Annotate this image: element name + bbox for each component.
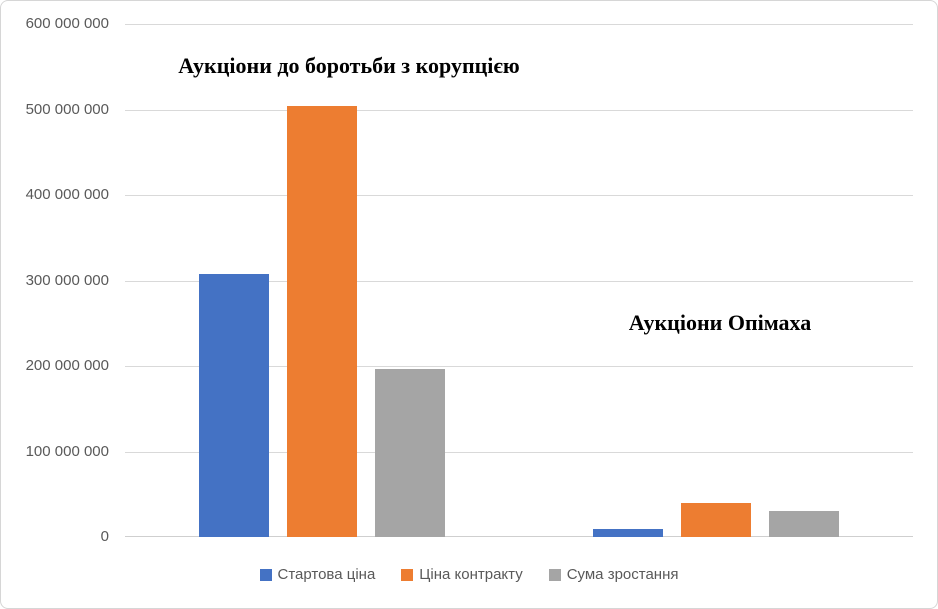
bar-series1-category2	[593, 529, 663, 537]
gridline-300000000	[125, 281, 913, 282]
annotation-title-2: Аукціони Опімаха	[628, 310, 812, 335]
y-tick-label: 500 000 000	[25, 101, 109, 118]
legend-label: Ціна контракту	[419, 566, 523, 583]
gridline-200000000	[125, 366, 913, 367]
legend-swatch-icon	[259, 568, 272, 581]
y-tick-label: 200 000 000	[25, 357, 109, 374]
bar-series3-category2	[769, 511, 839, 537]
legend: Стартова ціна Ціна контракту Сума зростанн…	[1, 566, 937, 583]
bar-series1-category1	[199, 274, 269, 537]
legend-swatch-icon	[401, 568, 414, 581]
gridline-100000000	[125, 452, 913, 453]
gridline-0	[125, 536, 913, 537]
y-tick-label: 0	[100, 528, 109, 545]
y-tick-label: 600 000 000	[25, 15, 109, 32]
legend-label: Сума зростання	[566, 566, 679, 583]
y-axis: 0 100 000 000 200 000 000 300 000 000 400 00…	[1, 1, 109, 608]
y-tick-label: 100 000 000	[25, 443, 109, 460]
gridline-500000000	[125, 110, 913, 111]
legend-label: Стартова ціна	[277, 566, 376, 583]
legend-item-1: Стартова ціна	[259, 566, 376, 583]
legend-item-2: Ціна контракту	[401, 566, 523, 583]
y-tick-label: 400 000 000	[25, 186, 109, 203]
gridline-600000000	[125, 24, 913, 25]
gridline-400000000	[125, 195, 913, 196]
legend-swatch-icon	[548, 568, 561, 581]
bar-series2-category2	[681, 503, 751, 537]
bar-series2-category1	[287, 106, 357, 537]
y-tick-label: 300 000 000	[25, 272, 109, 289]
annotation-title-1: Аукціони до боротьби з корупцією	[178, 53, 520, 78]
bar-series3-category1	[375, 369, 445, 537]
legend-item-3: Сума зростання	[548, 566, 679, 583]
plot-area	[125, 24, 913, 537]
